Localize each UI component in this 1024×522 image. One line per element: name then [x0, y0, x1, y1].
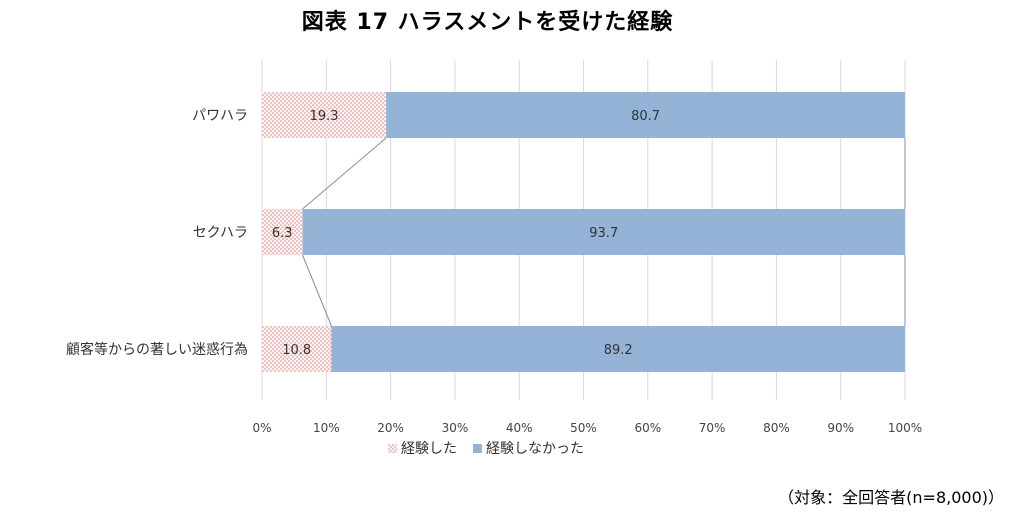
- x-tick-label: 40%: [506, 421, 533, 435]
- bar-not-experienced: [386, 92, 905, 138]
- x-tick-label: 30%: [442, 421, 469, 435]
- legend-swatch: [473, 444, 482, 453]
- x-tick-label: 20%: [377, 421, 404, 435]
- data-label: 19.3: [310, 109, 339, 124]
- x-tick-label: 100%: [888, 421, 922, 435]
- data-label: 10.8: [282, 343, 311, 358]
- bar-experienced: [262, 92, 387, 138]
- category-label: セクハラ: [193, 225, 248, 241]
- x-tick-label: 60%: [634, 421, 661, 435]
- category-label: 顧客等からの著しい迷惑行為: [66, 341, 248, 358]
- data-label: 89.2: [604, 343, 633, 358]
- x-tick-labels: 0% 10% 20% 30% 40% 50% 60% 70% 80% 90% 100%: [252, 421, 922, 435]
- x-tick-label: 90%: [827, 421, 854, 435]
- data-label: 93.7: [589, 226, 618, 241]
- series-line: [302, 254, 332, 327]
- x-tick-label: 0%: [252, 421, 271, 435]
- series-lines: [302, 137, 906, 327]
- legend-swatch: [388, 444, 397, 453]
- chart-title: 図表 17 ハラスメントを受けた経験: [301, 10, 674, 35]
- series-line: [302, 137, 387, 210]
- x-tick-label: 50%: [570, 421, 597, 435]
- data-label: 6.3: [272, 226, 293, 241]
- data-label: 80.7: [631, 109, 660, 124]
- legend: 経験した 経験しなかった: [388, 441, 584, 457]
- x-tick-label: 70%: [699, 421, 726, 435]
- legend-label: 経験しなかった: [486, 441, 584, 457]
- x-tick-label: 80%: [763, 421, 790, 435]
- sample-note: （対象：全回答者(n=8,000)）: [778, 488, 1004, 507]
- bar-experienced: [262, 326, 332, 372]
- bar-experienced: [262, 209, 303, 255]
- category-label: パワハラ: [192, 108, 248, 124]
- data-labels: 19.3 80.7 6.3 93.7 10.8 89.2: [272, 109, 660, 358]
- legend-label: 経験した: [401, 441, 457, 457]
- bar-not-experienced: [302, 209, 905, 255]
- bar-not-experienced: [331, 326, 906, 372]
- x-tick-label: 10%: [313, 421, 340, 435]
- bars: [262, 92, 906, 372]
